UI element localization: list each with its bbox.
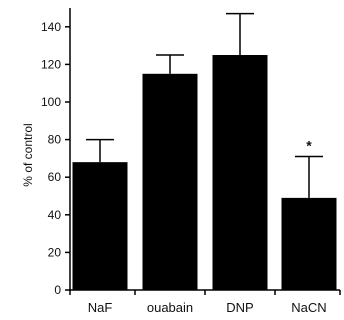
significance-marker: * bbox=[306, 138, 312, 154]
y-tick-label: 60 bbox=[48, 170, 62, 184]
bar bbox=[142, 73, 198, 290]
x-tick-label: NaF bbox=[88, 300, 113, 315]
bar bbox=[281, 197, 337, 290]
y-tick-label: 140 bbox=[41, 20, 61, 34]
y-tick-label: 0 bbox=[54, 283, 61, 297]
y-tick-label: 100 bbox=[41, 95, 61, 109]
x-tick-label: ouabain bbox=[147, 300, 193, 315]
x-tick-label: NaCN bbox=[291, 300, 326, 315]
y-tick-label: 20 bbox=[48, 245, 62, 259]
y-axis-label: % of control bbox=[21, 123, 35, 186]
y-tick-label: 80 bbox=[48, 133, 62, 147]
bars: * bbox=[72, 12, 337, 290]
y-axis: 0 20 40 60 80 100 120 140 bbox=[41, 8, 71, 297]
y-tick-label: 40 bbox=[48, 208, 62, 222]
bar bbox=[72, 162, 128, 290]
x-tick-label: DNP bbox=[226, 300, 253, 315]
y-tick-label: 120 bbox=[41, 57, 61, 71]
x-axis: NaF ouabain DNP NaCN bbox=[69, 289, 341, 315]
bar bbox=[212, 55, 268, 290]
